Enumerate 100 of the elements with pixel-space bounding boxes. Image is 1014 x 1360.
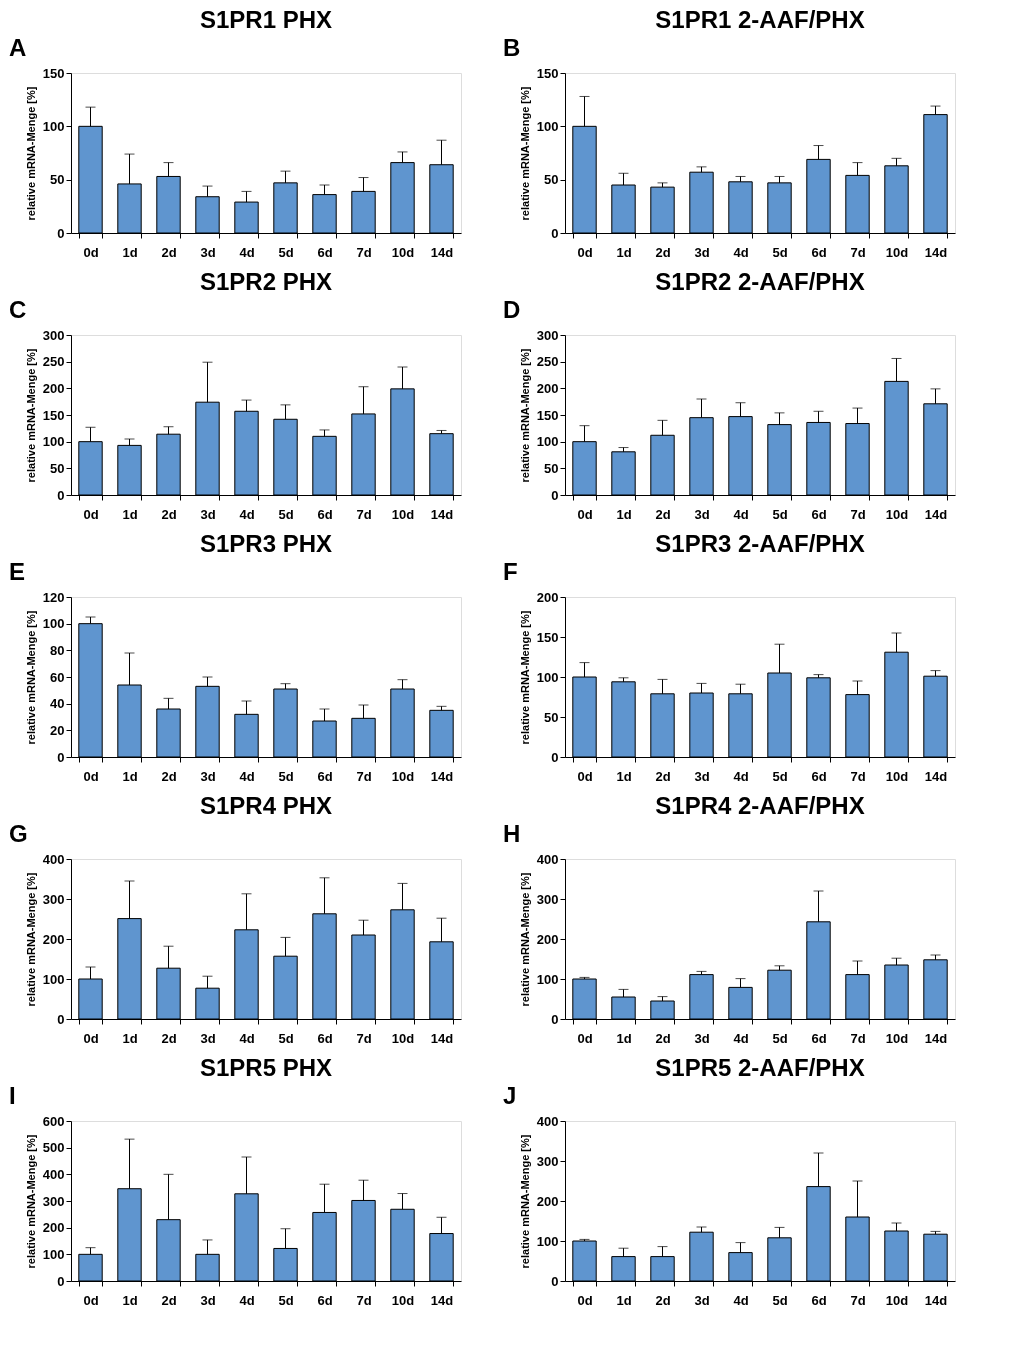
x-tick-label: 4d xyxy=(239,1292,255,1308)
y-tick-label: 0 xyxy=(57,1273,65,1289)
x-tick-label: 3d xyxy=(694,1292,710,1308)
x-tick-label: 6d xyxy=(317,506,333,522)
x-tick-label: 6d xyxy=(317,1292,333,1308)
chart-title: S1PR2 PHX xyxy=(199,268,333,295)
y-tick-label: 20 xyxy=(50,722,65,738)
x-tick-label: 2d xyxy=(655,768,671,784)
y-tick-label: 100 xyxy=(536,434,559,450)
y-tick-label: 100 xyxy=(536,118,559,134)
x-tick-label: 14d xyxy=(430,1292,454,1308)
chart-title: S1PR5 PHX xyxy=(199,1054,333,1081)
x-tick-label: 10d xyxy=(885,506,909,522)
text: C xyxy=(9,296,27,323)
y-tick-label: 100 xyxy=(536,971,559,987)
x-tick-label: 10d xyxy=(391,768,415,784)
x-tick-label: 3d xyxy=(694,244,710,260)
x-tick-label: 0d xyxy=(83,506,99,522)
y-tick-label: 300 xyxy=(536,327,559,343)
text: F xyxy=(503,558,518,585)
x-tick-label: 3d xyxy=(694,1030,710,1046)
x-tick-label: 6d xyxy=(811,1030,827,1046)
chart-title: S1PR5 2-AAF/PHX xyxy=(655,1054,865,1081)
x-tick-label: 10d xyxy=(885,244,909,260)
y-tick-label: 120 xyxy=(42,589,65,605)
y-tick-label: 150 xyxy=(536,629,559,645)
y-tick-label: 100 xyxy=(536,1233,559,1249)
y-tick-label: 100 xyxy=(42,1246,65,1262)
text: H xyxy=(503,820,521,847)
x-tick-label: 14d xyxy=(924,768,948,784)
y-tick-label: 200 xyxy=(536,589,559,605)
x-tick-label: 0d xyxy=(577,768,593,784)
x-tick-label: 3d xyxy=(694,768,710,784)
x-tick-label: 7d xyxy=(850,768,866,784)
x-tick-label: 10d xyxy=(885,768,909,784)
y-tick-label: 50 xyxy=(50,460,65,476)
x-tick-label: 1d xyxy=(616,1292,632,1308)
x-tick-label: 3d xyxy=(694,506,710,522)
y-axis-title: relative mRNA-Menge [%] xyxy=(24,348,37,483)
x-tick-label: 1d xyxy=(616,244,632,260)
x-tick-label: 1d xyxy=(122,768,138,784)
x-tick-label: 10d xyxy=(885,1030,909,1046)
chart-title: S1PR3 2-AAF/PHX xyxy=(655,530,865,557)
y-tick-label: 0 xyxy=(551,225,559,241)
x-tick-label: 4d xyxy=(239,768,255,784)
y-tick-label: 400 xyxy=(536,1113,559,1129)
y-tick-label: 0 xyxy=(57,225,65,241)
x-tick-label: 3d xyxy=(200,506,216,522)
y-tick-label: 200 xyxy=(42,380,65,396)
x-tick-label: 7d xyxy=(356,244,372,260)
y-tick-label: 200 xyxy=(42,1220,65,1236)
text: I xyxy=(9,1082,16,1109)
x-tick-label: 6d xyxy=(811,506,827,522)
x-tick-label: 3d xyxy=(200,1030,216,1046)
x-tick-label: 2d xyxy=(655,1292,671,1308)
y-axis-title: relative mRNA-Menge [%] xyxy=(24,1134,37,1269)
chart-title: S1PR4 PHX xyxy=(199,792,333,819)
y-axis-title: relative mRNA-Menge [%] xyxy=(518,1134,531,1269)
y-tick-label: 150 xyxy=(42,407,65,423)
text: D xyxy=(503,296,521,323)
x-tick-label: 10d xyxy=(885,1292,909,1308)
x-tick-label: 14d xyxy=(924,244,948,260)
x-tick-label: 7d xyxy=(850,1030,866,1046)
x-tick-label: 2d xyxy=(161,1292,177,1308)
y-tick-label: 200 xyxy=(536,931,559,947)
x-tick-label: 4d xyxy=(239,506,255,522)
text: A xyxy=(9,34,27,61)
text: G xyxy=(9,820,28,847)
y-tick-label: 250 xyxy=(42,354,65,370)
x-tick-label: 10d xyxy=(391,244,415,260)
y-tick-label: 0 xyxy=(57,749,65,765)
y-tick-label: 200 xyxy=(536,1193,559,1209)
chart-title: S1PR2 2-AAF/PHX xyxy=(655,268,865,295)
text: J xyxy=(503,1082,517,1109)
x-tick-label: 5d xyxy=(278,768,294,784)
x-tick-label: 5d xyxy=(772,768,788,784)
x-tick-label: 2d xyxy=(161,768,177,784)
y-tick-label: 100 xyxy=(42,971,65,987)
y-tick-label: 80 xyxy=(50,642,65,658)
y-tick-label: 100 xyxy=(42,434,65,450)
x-tick-label: 1d xyxy=(122,506,138,522)
x-tick-label: 14d xyxy=(430,1030,454,1046)
y-tick-label: 250 xyxy=(536,354,559,370)
x-tick-label: 5d xyxy=(278,506,294,522)
y-axis-title: relative mRNA-Menge [%] xyxy=(24,86,37,221)
x-tick-label: 6d xyxy=(811,1292,827,1308)
x-tick-label: 2d xyxy=(655,1030,671,1046)
y-tick-label: 150 xyxy=(42,65,65,81)
y-tick-label: 0 xyxy=(551,1011,559,1027)
x-tick-label: 2d xyxy=(161,244,177,260)
y-tick-label: 0 xyxy=(551,487,559,503)
x-tick-label: 6d xyxy=(811,768,827,784)
x-tick-label: 0d xyxy=(577,1292,593,1308)
y-tick-label: 600 xyxy=(42,1113,65,1129)
y-tick-label: 150 xyxy=(536,407,559,423)
x-tick-label: 14d xyxy=(924,1292,948,1308)
x-tick-label: 2d xyxy=(655,244,671,260)
x-tick-label: 6d xyxy=(317,1030,333,1046)
y-tick-label: 100 xyxy=(536,669,559,685)
x-tick-label: 14d xyxy=(430,768,454,784)
